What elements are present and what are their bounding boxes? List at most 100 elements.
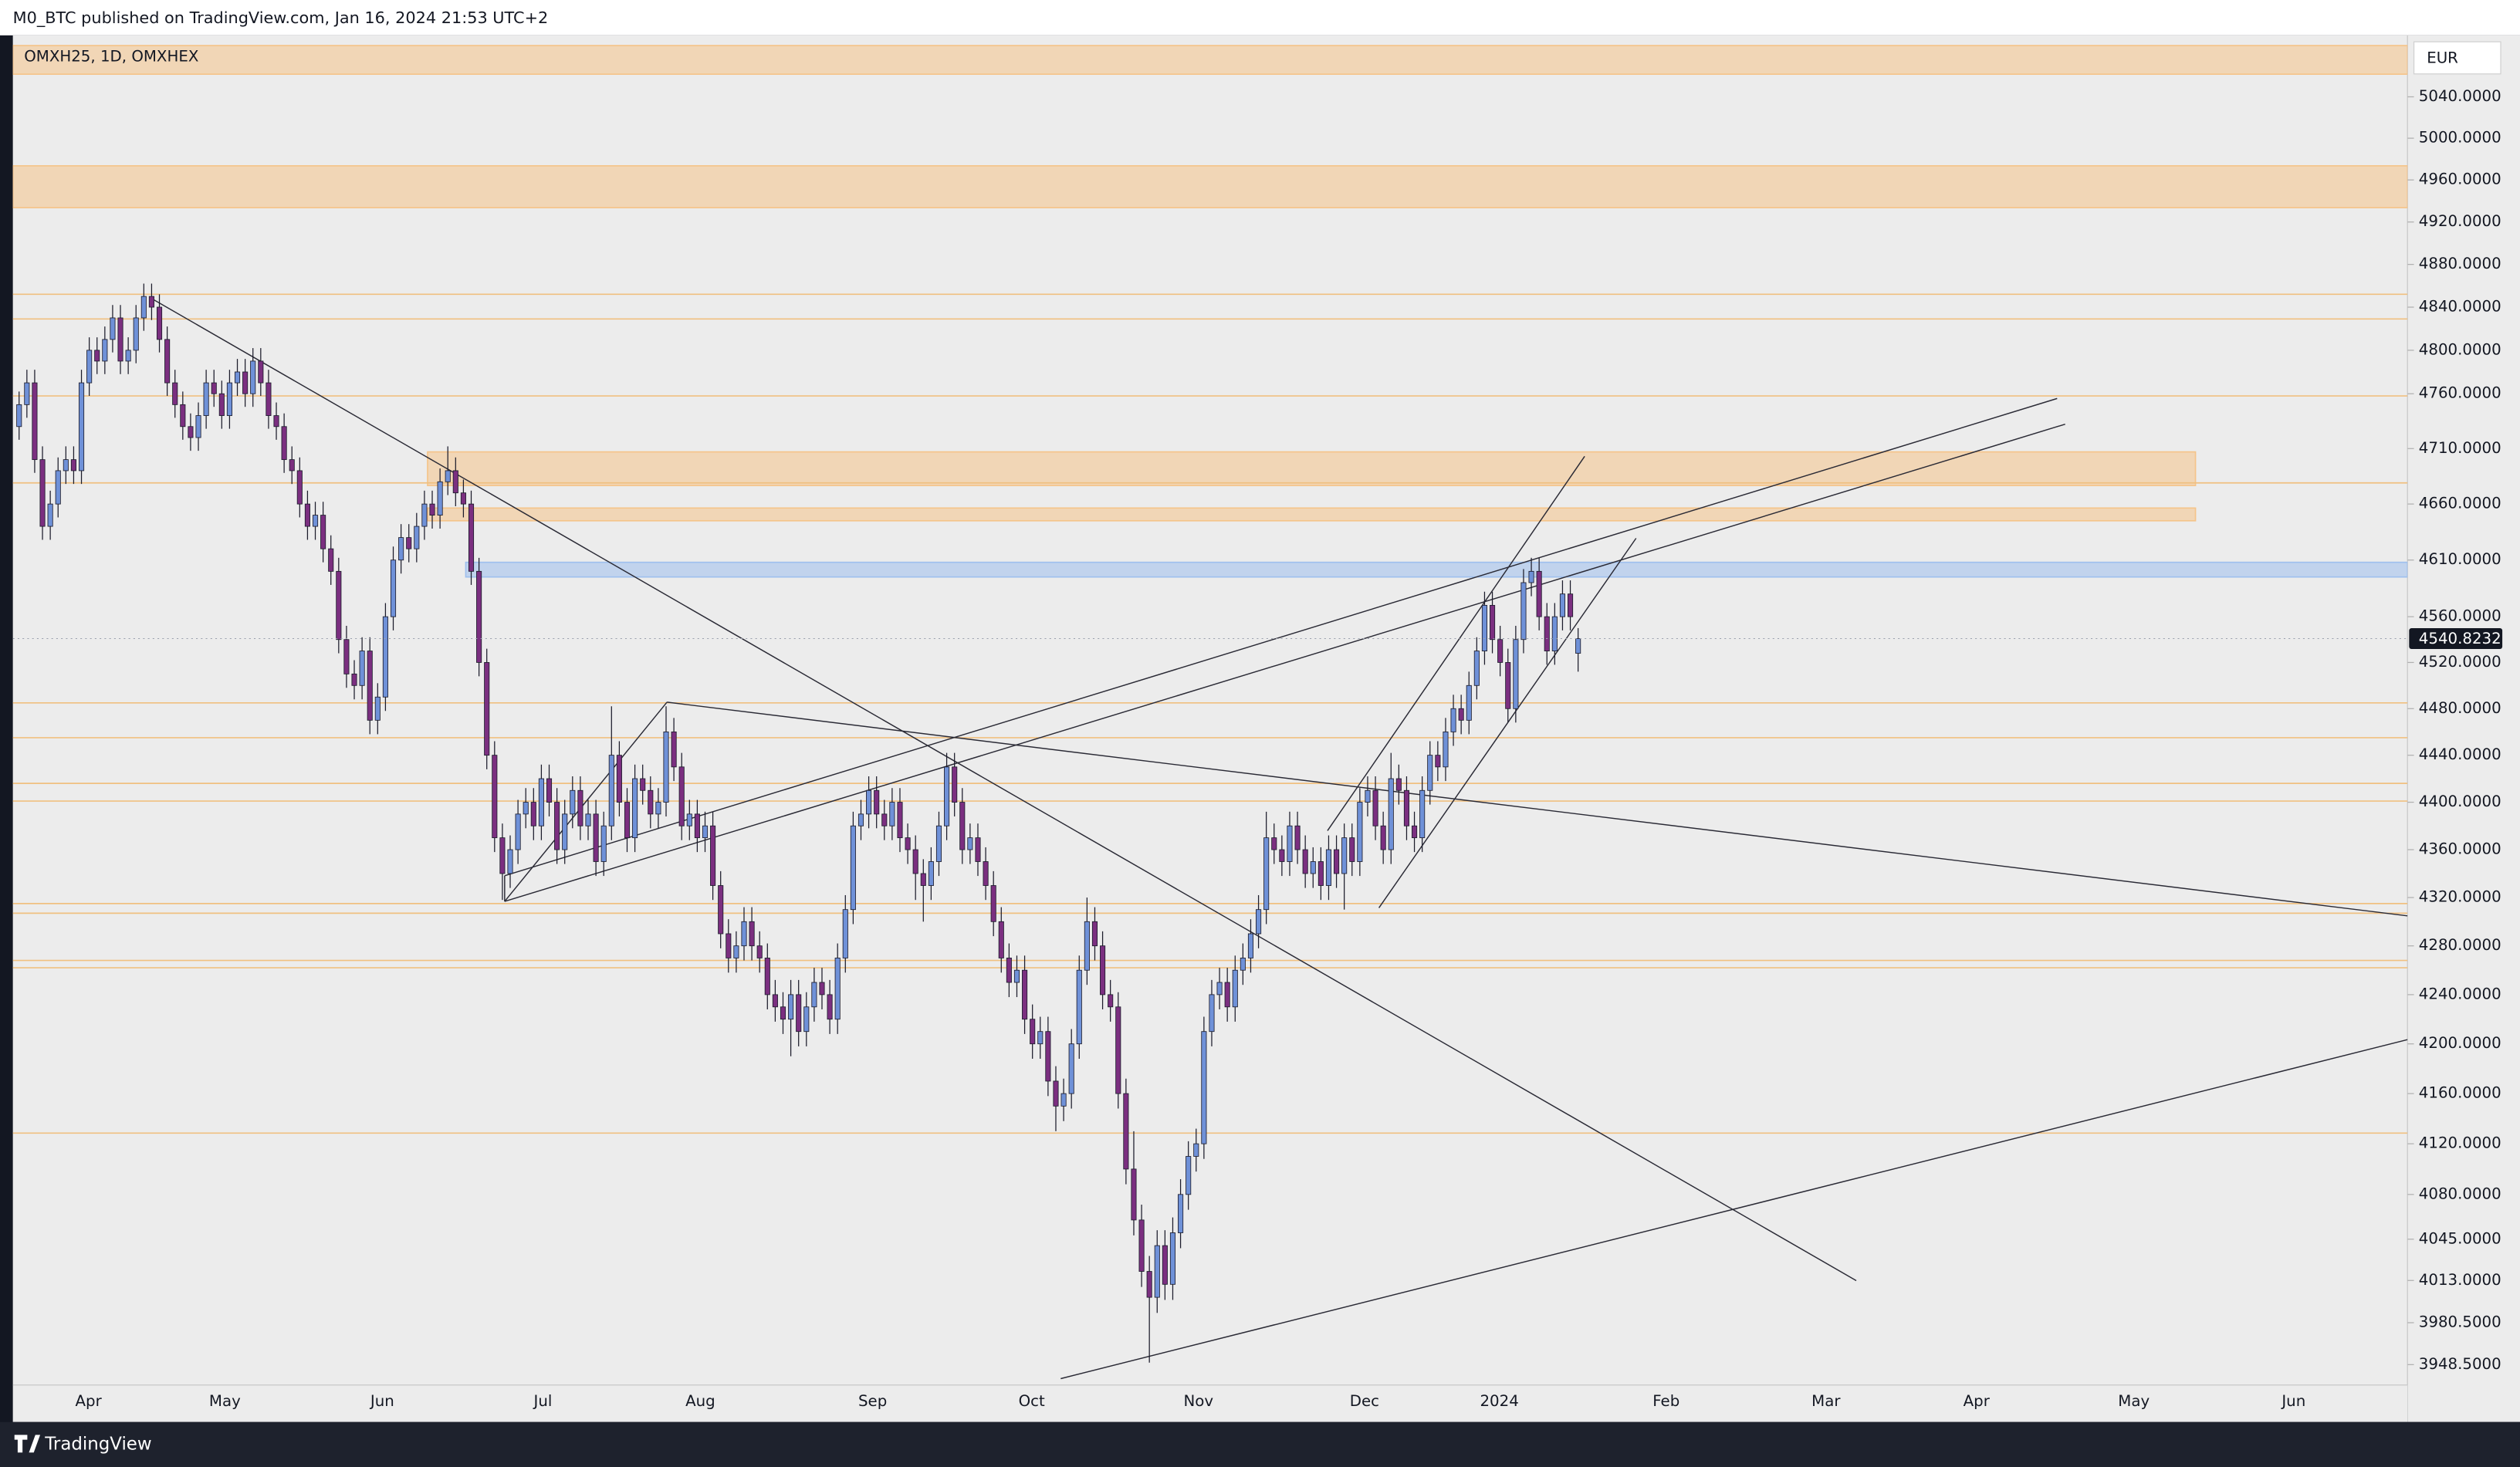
- candle-body: [47, 503, 53, 527]
- candle-body: [117, 317, 123, 362]
- candle-body: [70, 459, 76, 472]
- price-scale: [2407, 35, 2520, 1422]
- candle-body: [234, 371, 241, 384]
- candle-body: [195, 415, 201, 438]
- y-tick-label: 4400.0000: [2419, 793, 2501, 810]
- candle-body: [1481, 604, 1488, 651]
- candle-body: [897, 802, 903, 839]
- x-tick-label: May: [209, 1392, 241, 1410]
- trendlines: [149, 296, 2408, 1380]
- candle-body: [546, 778, 553, 803]
- y-tick-label: 4360.0000: [2419, 840, 2501, 858]
- candle-body: [211, 382, 217, 394]
- candle-body: [188, 426, 194, 438]
- candle-body: [1528, 570, 1534, 583]
- candle-body: [1568, 593, 1574, 617]
- candle-body: [1030, 1019, 1036, 1045]
- candle-body: [429, 503, 435, 516]
- y-tick-label: 4560.0000: [2419, 607, 2501, 625]
- candle-body: [1045, 1031, 1051, 1082]
- trendline: [504, 397, 2058, 877]
- candle-body: [616, 755, 622, 803]
- x-tick-label: Sep: [858, 1392, 887, 1410]
- candle-body: [242, 371, 249, 394]
- candle-body: [406, 537, 412, 549]
- candle-body: [1131, 1168, 1137, 1221]
- x-tick-label: Jun: [2280, 1392, 2305, 1410]
- candle-body: [850, 825, 856, 911]
- y-tick-label: 4960.0000: [2419, 171, 2501, 188]
- candle-body: [226, 382, 232, 416]
- candle-body: [538, 778, 544, 826]
- trendline: [504, 701, 668, 902]
- trendline: [1327, 455, 1585, 831]
- x-tick-label: Oct: [1019, 1392, 1045, 1410]
- candle-body: [1318, 861, 1324, 886]
- candle-body: [484, 662, 490, 756]
- candle-body: [16, 404, 22, 428]
- candle-body: [632, 778, 638, 839]
- candle-body: [1209, 994, 1215, 1033]
- candle-body: [1022, 969, 1028, 1020]
- candle-body: [889, 802, 895, 826]
- y-tick-label: 3980.5000: [2419, 1313, 2501, 1331]
- candle-body: [304, 503, 310, 527]
- candle-body: [328, 548, 334, 572]
- candle-body: [55, 470, 61, 505]
- candle-body: [1458, 708, 1464, 721]
- candle-body: [764, 958, 770, 995]
- x-tick-label: 2024: [1480, 1392, 1518, 1410]
- candle-body: [1310, 861, 1316, 874]
- zone: [465, 561, 2408, 578]
- candle-body: [756, 945, 763, 958]
- candle-body: [624, 802, 631, 839]
- x-tick-label: Nov: [1184, 1392, 1214, 1410]
- candle-body: [1169, 1232, 1176, 1285]
- candle-body: [928, 861, 934, 886]
- candle-body: [281, 426, 287, 461]
- candle-body: [1115, 1006, 1121, 1094]
- candle-body: [881, 813, 888, 826]
- candle-body: [398, 537, 404, 561]
- candle-body: [811, 982, 817, 1008]
- candle-body: [312, 515, 319, 527]
- y-tick-label: 4610.0000: [2419, 550, 2501, 568]
- candle-body: [912, 849, 918, 874]
- y-tick-label: 4710.0000: [2419, 439, 2501, 457]
- candle-body: [148, 296, 154, 308]
- candle-body: [499, 837, 506, 874]
- candle-body: [1372, 789, 1378, 826]
- candle-body: [1497, 639, 1504, 663]
- candle-body: [1513, 639, 1519, 709]
- candle-body: [570, 789, 576, 815]
- candle-body: [1271, 837, 1277, 850]
- candle-body: [1013, 969, 1020, 983]
- candle-body: [694, 813, 700, 839]
- candle-body: [110, 317, 116, 340]
- candle-body: [866, 789, 872, 815]
- candle-body: [1186, 1156, 1192, 1195]
- last-price-box: [2409, 627, 2503, 650]
- candle-body: [1108, 994, 1114, 1008]
- candle-body: [1325, 849, 1332, 886]
- zone: [12, 165, 2408, 208]
- candle-body: [1201, 1031, 1207, 1144]
- candle-body: [421, 503, 428, 527]
- candle-body: [1247, 933, 1254, 958]
- candle-body: [935, 825, 942, 862]
- y-tick-label: 4760.0000: [2419, 384, 2501, 402]
- candle-body: [1060, 1093, 1067, 1107]
- candle-body: [1450, 708, 1456, 732]
- candle-body: [343, 639, 350, 674]
- candle-body: [452, 470, 458, 494]
- candle-body: [959, 802, 966, 850]
- candle-body: [1091, 921, 1098, 947]
- y-tick-label: 4920.0000: [2419, 212, 2501, 230]
- candle-body: [1559, 593, 1565, 617]
- y-tick-label: 4880.0000: [2419, 255, 2501, 272]
- plot-area: [12, 35, 2408, 1385]
- candle-body: [133, 317, 139, 351]
- y-tick-label: 5040.0000: [2419, 87, 2501, 105]
- candle-body: [336, 570, 342, 641]
- candle-body: [952, 766, 958, 803]
